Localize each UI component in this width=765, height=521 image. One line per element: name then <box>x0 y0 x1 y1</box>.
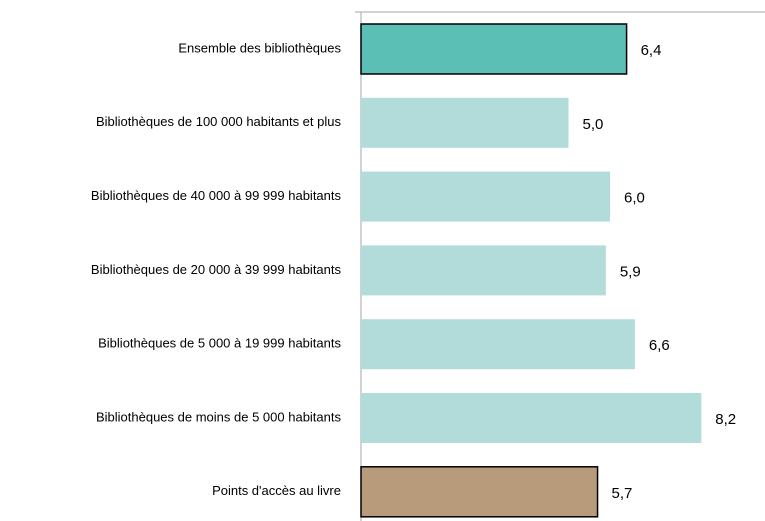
category-label: Bibliothèques de 100 000 habitants et pl… <box>96 114 342 129</box>
value-label: 6,6 <box>649 337 670 354</box>
category-label: Bibliothèques de 20 000 à 39 999 habitan… <box>91 262 342 277</box>
category-label: Bibliothèques de 5 000 à 19 999 habitant… <box>98 336 341 351</box>
value-label: 6,4 <box>641 42 662 59</box>
value-label: 8,2 <box>715 411 736 428</box>
bar <box>361 319 635 370</box>
bar <box>361 97 569 148</box>
category-label: Bibliothèques de moins de 5 000 habitant… <box>96 409 342 424</box>
value-label: 5,9 <box>620 263 641 280</box>
value-label: 5,7 <box>612 485 633 502</box>
bar <box>361 171 610 222</box>
category-label: Points d'accès au livre <box>212 483 341 498</box>
value-label: 5,0 <box>583 116 604 133</box>
bar <box>360 23 628 75</box>
bar <box>361 393 702 443</box>
bar <box>361 245 606 296</box>
value-label: 6,0 <box>624 190 645 207</box>
category-label: Bibliothèques de 40 000 à 99 999 habitan… <box>91 188 342 203</box>
bar <box>360 466 599 518</box>
category-label: Ensemble des bibliothèques <box>178 40 341 55</box>
